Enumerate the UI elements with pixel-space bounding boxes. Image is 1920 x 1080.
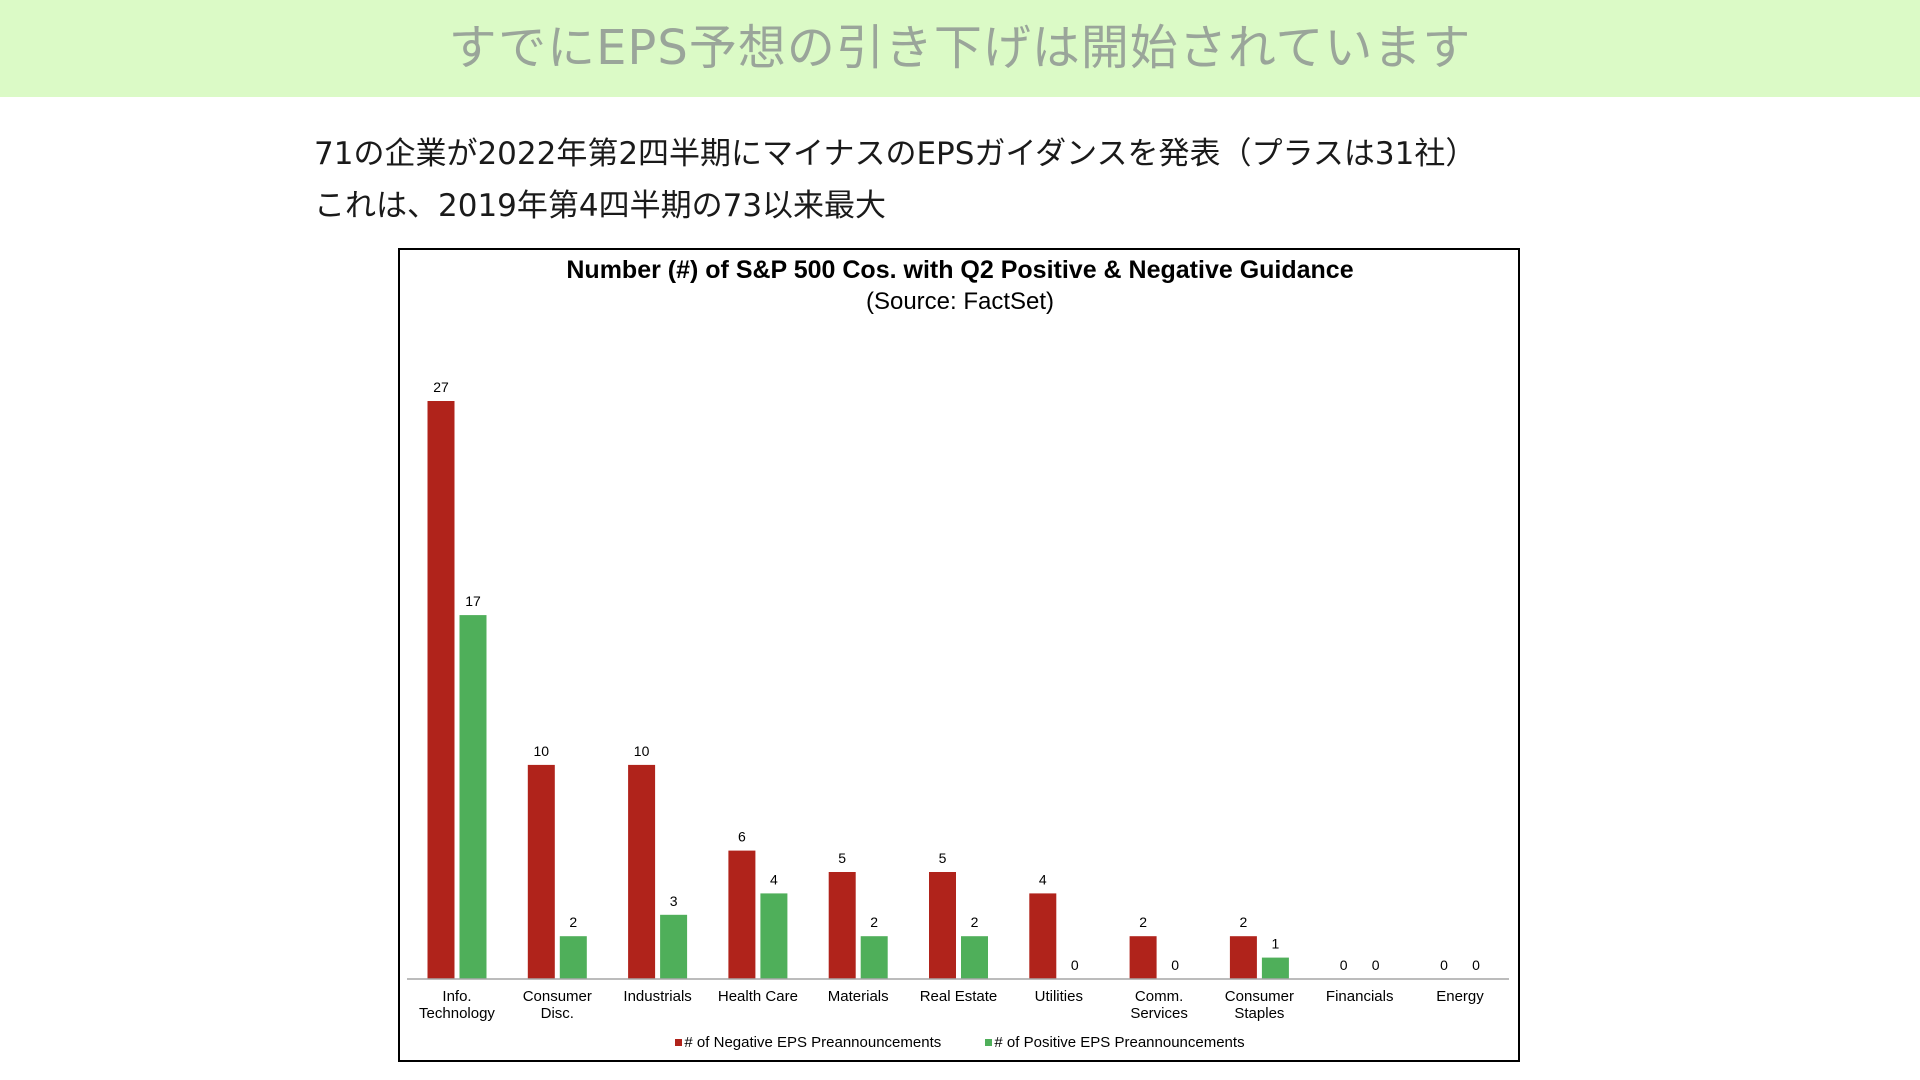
bar-positive-2 — [660, 914, 688, 979]
data-label-negative-8: 2 — [1240, 914, 1248, 930]
slide-title: すでにEPS予想の引き下げは開始されています — [448, 20, 1472, 76]
chart-title: Number (#) of S&P 500 Cos. with Q2 Posit… — [566, 256, 1354, 284]
legend-swatch-negative — [675, 1039, 683, 1046]
x-tick-label-4: Materials — [828, 988, 889, 1005]
bar-negative-0 — [427, 401, 455, 979]
data-label-positive-3: 4 — [770, 871, 778, 887]
data-label-positive-10: 0 — [1472, 957, 1480, 973]
x-tick-label-line: Services — [1130, 1005, 1188, 1022]
summary-line-1: 71の企業が2022年第2四半期にマイナスのEPSガイダンスを発表（プラスは31… — [314, 136, 1477, 172]
data-label-positive-4: 2 — [870, 914, 878, 930]
data-label-negative-3: 6 — [738, 829, 746, 845]
data-label-positive-6: 0 — [1071, 957, 1079, 973]
x-tick-label-line: Financials — [1326, 988, 1394, 1005]
data-label-negative-0: 27 — [433, 379, 449, 395]
bar-negative-3 — [728, 850, 756, 979]
bar-negative-6 — [1029, 893, 1057, 979]
data-label-positive-0: 17 — [465, 593, 481, 609]
x-tick-label-10: Energy — [1436, 988, 1484, 1005]
x-tick-label-line: Real Estate — [920, 988, 998, 1005]
data-label-negative-7: 2 — [1139, 914, 1147, 930]
data-label-negative-5: 5 — [939, 850, 947, 866]
x-tick-label-6: Utilities — [1035, 988, 1083, 1005]
x-tick-label-0: Info. Technology — [419, 988, 495, 1022]
bar-positive-5 — [961, 936, 988, 979]
bar-negative-8 — [1229, 936, 1257, 979]
legend-item-positive: # of Positive EPS Preannouncements — [985, 1034, 1245, 1051]
summary-line-2: これは、2019年第4四半期の73以来最大 — [314, 188, 887, 224]
data-label-negative-9: 0 — [1340, 957, 1348, 973]
data-label-negative-1: 10 — [534, 743, 550, 759]
x-tick-label-line: Health Care — [718, 988, 798, 1005]
data-label-negative-4: 5 — [838, 850, 846, 866]
x-tick-label-line: Technology — [419, 1005, 495, 1022]
x-tick-label-1: Consumer Disc. — [523, 988, 592, 1022]
chart-legend: # of Negative EPS Preannouncements # of … — [0, 1034, 1920, 1051]
x-tick-label-line: Utilities — [1035, 988, 1083, 1005]
data-label-positive-9: 0 — [1372, 957, 1380, 973]
x-tick-label-line: Staples — [1234, 1005, 1284, 1022]
x-tick-label-line: Consumer — [523, 988, 592, 1005]
bar-negative-4 — [828, 872, 856, 979]
x-tick-label-line: Industrials — [623, 988, 691, 1005]
bar-negative-5 — [929, 872, 956, 979]
data-label-positive-8: 1 — [1272, 936, 1280, 952]
x-tick-label-line: Disc. — [541, 1005, 574, 1022]
chart-frame — [398, 248, 1520, 1062]
data-label-positive-2: 3 — [670, 893, 678, 909]
data-label-negative-6: 4 — [1039, 871, 1047, 887]
data-label-negative-2: 10 — [634, 743, 650, 759]
bar-positive-1 — [559, 936, 587, 979]
x-tick-label-line: Energy — [1436, 988, 1484, 1005]
x-tick-label-7: Comm. Services — [1130, 988, 1188, 1022]
header-band — [0, 0, 1920, 97]
x-tick-label-9: Financials — [1326, 988, 1394, 1005]
x-tick-label-8: Consumer Staples — [1225, 988, 1294, 1022]
x-tick-label-line: Info. — [442, 988, 471, 1005]
legend-swatch-positive — [985, 1039, 993, 1046]
legend-label-negative: # of Negative EPS Preannouncements — [684, 1034, 942, 1051]
bar-negative-7 — [1129, 936, 1157, 979]
bar-negative-1 — [527, 764, 555, 979]
bar-positive-0 — [459, 615, 487, 979]
bar-positive-4 — [860, 936, 888, 979]
x-tick-label-5: Real Estate — [920, 988, 998, 1005]
legend-item-negative: # of Negative EPS Preannouncements — [675, 1034, 941, 1051]
x-tick-label-line: Consumer — [1225, 988, 1294, 1005]
x-tick-label-line: Comm. — [1135, 988, 1183, 1005]
data-label-negative-10: 0 — [1440, 957, 1448, 973]
bar-negative-2 — [628, 764, 656, 979]
bar-positive-3 — [760, 893, 788, 979]
data-label-positive-7: 0 — [1171, 957, 1179, 973]
chart-subtitle: (Source: FactSet) — [865, 288, 1055, 315]
bar-positive-8 — [1261, 957, 1289, 979]
x-tick-label-3: Health Care — [718, 988, 798, 1005]
data-label-positive-1: 2 — [569, 914, 577, 930]
legend-label-positive: # of Positive EPS Preannouncements — [994, 1034, 1245, 1051]
x-tick-label-2: Industrials — [623, 988, 691, 1005]
x-tick-label-line: Materials — [828, 988, 889, 1005]
data-label-positive-5: 2 — [971, 914, 979, 930]
